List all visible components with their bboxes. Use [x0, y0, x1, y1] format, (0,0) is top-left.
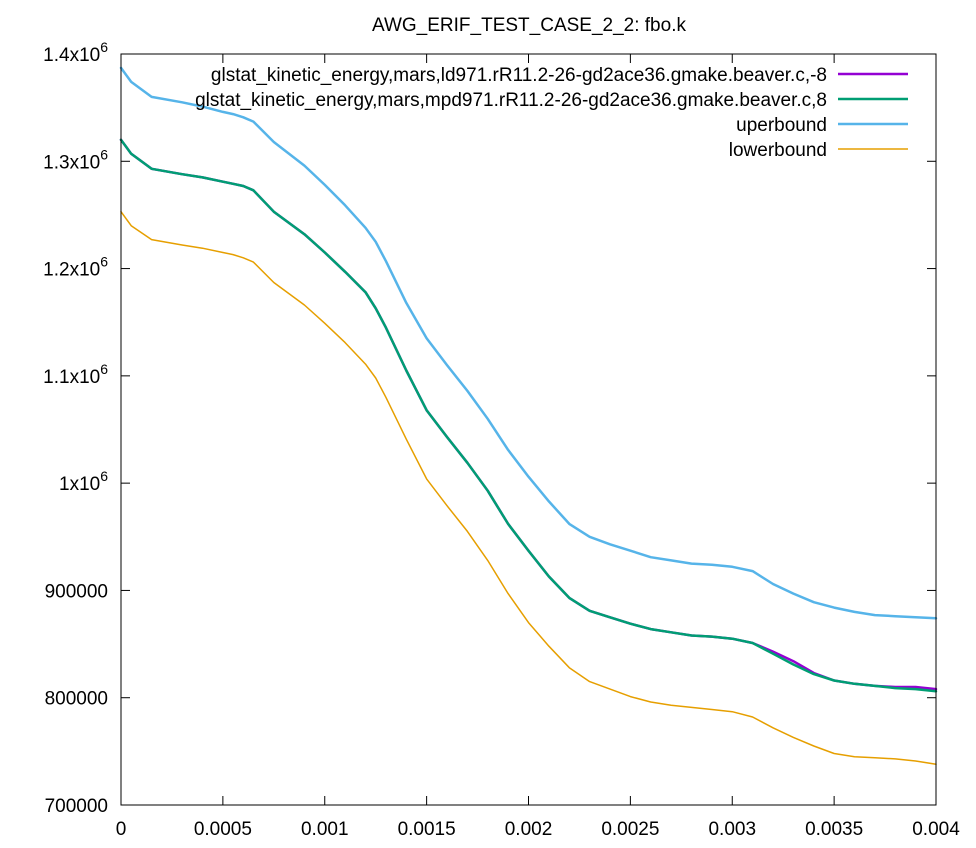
x-tick-label: 0.0035	[805, 819, 863, 840]
x-axis: 0 0.0005 0.001 0.0015 0.002 0.0025 0.003 0.0035…	[116, 54, 960, 840]
y-tick-label-exponent: 6	[100, 361, 108, 377]
series-line-3	[119, 66, 938, 620]
plot-frame	[120, 53, 937, 806]
y-tick-label: 700000	[45, 796, 108, 817]
series-line-1	[119, 138, 938, 691]
series-line-2	[119, 138, 938, 693]
y-tick-label-base: 900000	[45, 581, 108, 602]
y-tick-label: 800000	[45, 689, 108, 710]
y-tick-label-base: 1.3x10	[43, 152, 100, 173]
y-tick-label: 1.3x106	[43, 146, 108, 173]
y-tick-label: 1.1x106	[43, 361, 108, 388]
legend-label: lowerbound	[729, 140, 827, 161]
y-tick-label-base: 1.4x10	[43, 45, 100, 66]
plot-lines	[119, 66, 938, 765]
series-line-4	[120, 210, 937, 765]
legend-label: uperbound	[736, 115, 827, 136]
y-tick-label: 1x106	[59, 468, 108, 495]
y-tick-label-exponent: 6	[100, 468, 108, 484]
y-axis: 7000008000009000001x1061.1x1061.2x1061.3…	[43, 39, 936, 817]
chart-title: AWG_ERIF_TEST_CASE_2_2: fbo.k	[372, 15, 686, 36]
y-tick-label-exponent: 6	[100, 254, 108, 270]
y-tick-label-exponent: 6	[100, 146, 108, 162]
y-tick-label: 900000	[45, 581, 108, 602]
x-tick-label: 0.0005	[194, 819, 252, 840]
legend-label: glstat_kinetic_energy,mars,ld971.rR11.2-…	[211, 65, 827, 86]
x-tick-label: 0	[116, 819, 127, 840]
x-tick-label: 0.0025	[601, 819, 659, 840]
y-tick-label-base: 700000	[45, 796, 108, 817]
legend-label: glstat_kinetic_energy,mars,mpd971.rR11.2…	[195, 90, 827, 111]
y-tick-label-base: 1.1x10	[43, 367, 100, 388]
x-tick-label: 0.001	[301, 819, 349, 840]
y-tick-label-exponent: 6	[100, 39, 108, 55]
y-tick-label-base: 800000	[45, 689, 108, 710]
x-tick-label: 0.0015	[398, 819, 456, 840]
y-tick-label: 1.2x106	[43, 254, 108, 281]
legend: glstat_kinetic_energy,mars,ld971.rR11.2-…	[195, 65, 908, 161]
y-tick-label-base: 1x10	[59, 474, 100, 495]
x-tick-label: 0.003	[708, 819, 756, 840]
x-tick-label: 0.002	[505, 819, 553, 840]
y-tick-label-base: 1.2x10	[43, 260, 100, 281]
y-tick-label: 1.4x106	[43, 39, 108, 66]
x-tick-label: 0.004	[912, 819, 960, 840]
